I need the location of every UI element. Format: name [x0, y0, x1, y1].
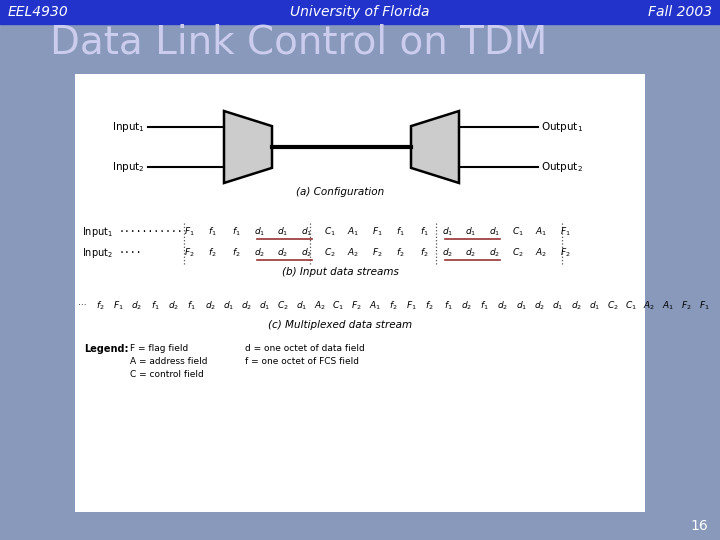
- Text: $F_2$: $F_2$: [351, 300, 361, 312]
- Text: $f_2$: $f_2$: [232, 247, 240, 259]
- Text: $C_2$: $C_2$: [277, 300, 289, 312]
- Text: $f_2$: $f_2$: [96, 300, 104, 312]
- Text: Input$_1$: Input$_1$: [112, 120, 145, 134]
- Text: $f_1$: $f_1$: [151, 300, 160, 312]
- Text: $C_1$: $C_1$: [625, 300, 637, 312]
- Text: Output$_2$: Output$_2$: [541, 160, 583, 174]
- Text: f = one octet of FCS field: f = one octet of FCS field: [245, 357, 359, 366]
- Text: d = one octet of data field: d = one octet of data field: [245, 344, 365, 353]
- Text: $d_1$: $d_1$: [259, 300, 271, 312]
- Text: $A_2$: $A_2$: [314, 300, 326, 312]
- Text: $d_2$: $d_2$: [241, 300, 252, 312]
- Text: $d_2$: $d_2$: [131, 300, 143, 312]
- Text: $A_2$: $A_2$: [643, 300, 655, 312]
- Text: $F_2$: $F_2$: [680, 300, 691, 312]
- Text: $C_2$: $C_2$: [324, 247, 336, 259]
- Text: $d_2$: $d_2$: [204, 300, 216, 312]
- Text: $d_1$: $d_1$: [254, 226, 265, 238]
- Text: $C_1$: $C_1$: [333, 300, 344, 312]
- Text: $d_1$: $d_1$: [442, 226, 453, 238]
- Text: $A_2$: $A_2$: [348, 247, 359, 259]
- Text: $d_2$: $d_2$: [498, 300, 508, 312]
- Text: $f_2$: $f_2$: [426, 300, 434, 312]
- Text: $f_2$: $f_2$: [420, 247, 428, 259]
- Polygon shape: [411, 111, 459, 183]
- Text: $F_2$: $F_2$: [372, 247, 382, 259]
- Text: $d_1$: $d_1$: [465, 226, 477, 238]
- Text: $f_2$: $f_2$: [396, 247, 405, 259]
- Text: Output$_1$: Output$_1$: [541, 120, 583, 134]
- Text: $d_1$: $d_1$: [516, 300, 527, 312]
- Text: $f_1$: $f_1$: [187, 300, 196, 312]
- Text: $d_2$: $d_2$: [442, 247, 453, 259]
- Text: $C_2$: $C_2$: [607, 300, 618, 312]
- Text: $d_1$: $d_1$: [589, 300, 600, 312]
- Text: $C_1$: $C_1$: [512, 226, 524, 238]
- Text: $F_1$: $F_1$: [559, 226, 570, 238]
- Text: $d_2$: $d_2$: [465, 247, 477, 259]
- Text: $C_1$: $C_1$: [324, 226, 336, 238]
- Text: ···········: ···········: [119, 227, 184, 237]
- Text: Fall 2003: Fall 2003: [648, 5, 712, 19]
- Text: $d_1$: $d_1$: [301, 226, 312, 238]
- Text: $f_1$: $f_1$: [232, 226, 240, 238]
- Text: $d_2$: $d_2$: [254, 247, 265, 259]
- Text: $F_1$: $F_1$: [406, 300, 417, 312]
- Text: $d_1$: $d_1$: [277, 226, 289, 238]
- Text: $d_2$: $d_2$: [461, 300, 472, 312]
- Text: $A_1$: $A_1$: [348, 226, 359, 238]
- Polygon shape: [224, 111, 272, 183]
- Text: Input$_2$: Input$_2$: [112, 160, 145, 174]
- Text: $f_1$: $f_1$: [208, 226, 217, 238]
- Text: $F_2$: $F_2$: [184, 247, 194, 259]
- Text: $F_1$: $F_1$: [699, 300, 709, 312]
- Text: $f_1$: $f_1$: [480, 300, 489, 312]
- Text: $F_1$: $F_1$: [113, 300, 124, 312]
- Text: $d_2$: $d_2$: [534, 300, 545, 312]
- Text: $d_2$: $d_2$: [168, 300, 179, 312]
- Text: ····: ····: [119, 248, 143, 258]
- Text: ···: ···: [78, 301, 86, 310]
- Text: $d_2$: $d_2$: [570, 300, 582, 312]
- Text: F = flag field: F = flag field: [130, 344, 188, 353]
- Text: $F_1$: $F_1$: [184, 226, 194, 238]
- Text: $f_2$: $f_2$: [389, 300, 397, 312]
- Text: (c) Multiplexed data stream: (c) Multiplexed data stream: [268, 320, 412, 330]
- Text: $d_1$: $d_1$: [222, 300, 234, 312]
- Text: Input$_1$: Input$_1$: [82, 225, 113, 239]
- Text: $A_1$: $A_1$: [662, 300, 674, 312]
- Text: EEL4930: EEL4930: [8, 5, 68, 19]
- Text: C = control field: C = control field: [130, 370, 204, 379]
- Text: $d_2$: $d_2$: [277, 247, 289, 259]
- Bar: [0, 0, 720, 24]
- Text: 16: 16: [690, 519, 708, 533]
- Text: Data Link Control on TDM: Data Link Control on TDM: [50, 24, 547, 62]
- Text: $d_1$: $d_1$: [489, 226, 500, 238]
- Text: $d_1$: $d_1$: [296, 300, 307, 312]
- Text: Legend:: Legend:: [84, 344, 128, 354]
- Text: $A_1$: $A_1$: [369, 300, 381, 312]
- Text: $d_1$: $d_1$: [552, 300, 564, 312]
- Text: $C_2$: $C_2$: [512, 247, 524, 259]
- Text: $f_2$: $f_2$: [208, 247, 217, 259]
- Text: (a) Configuration: (a) Configuration: [296, 187, 384, 197]
- Text: University of Florida: University of Florida: [290, 5, 430, 19]
- Text: $f_1$: $f_1$: [444, 300, 452, 312]
- Text: $d_2$: $d_2$: [489, 247, 500, 259]
- Text: (b) Input data streams: (b) Input data streams: [282, 267, 398, 277]
- Bar: [75, 74, 645, 512]
- Text: $f_1$: $f_1$: [396, 226, 405, 238]
- Text: $F_1$: $F_1$: [372, 226, 382, 238]
- Text: Input$_2$: Input$_2$: [82, 246, 113, 260]
- Text: $F_2$: $F_2$: [559, 247, 570, 259]
- Text: $A_1$: $A_1$: [536, 226, 548, 238]
- Text: $f_1$: $f_1$: [420, 226, 428, 238]
- Text: $d_2$: $d_2$: [301, 247, 312, 259]
- Text: $A_2$: $A_2$: [536, 247, 547, 259]
- Text: A = address field: A = address field: [130, 357, 207, 366]
